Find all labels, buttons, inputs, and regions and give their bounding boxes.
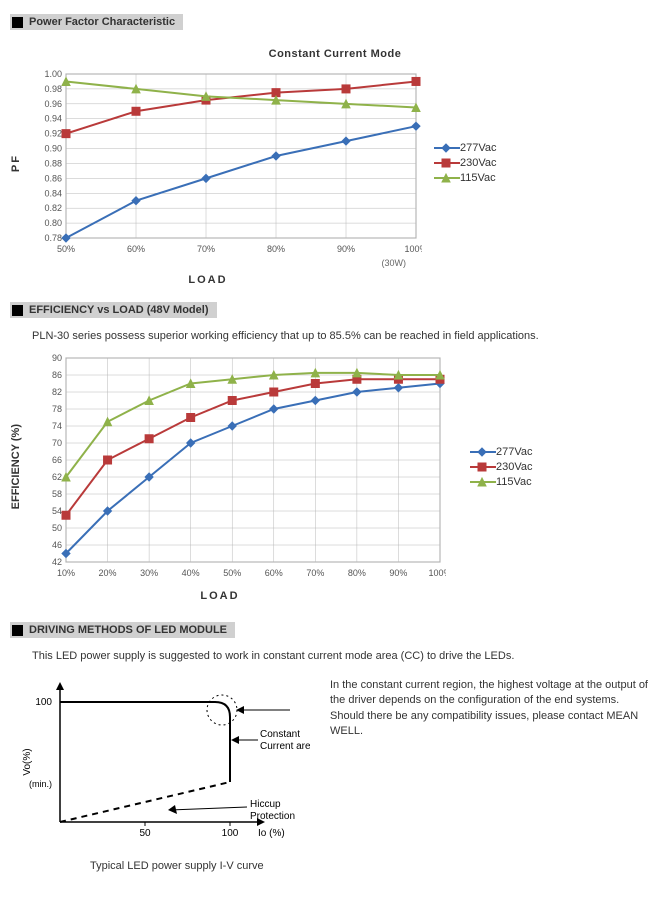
- iv-caption: Typical LED power supply I-V curve: [90, 860, 660, 872]
- svg-text:Vo(%): Vo(%): [22, 748, 33, 775]
- svg-text:70: 70: [52, 438, 62, 448]
- svg-text:80%: 80%: [348, 568, 366, 578]
- svg-text:0.84: 0.84: [44, 188, 62, 198]
- section-1-title: Power Factor Characteristic: [29, 16, 175, 28]
- legend-label: 230Vac: [496, 461, 533, 473]
- svg-text:0.86: 0.86: [44, 173, 62, 183]
- svg-text:90%: 90%: [337, 244, 355, 254]
- svg-text:Current area: Current area: [260, 741, 310, 752]
- iv-note-1: In the constant current region, the high…: [330, 678, 650, 709]
- svg-text:0.88: 0.88: [44, 158, 62, 168]
- chart2-xlabel: LOAD: [10, 590, 430, 602]
- svg-text:82: 82: [52, 387, 62, 397]
- svg-text:(min.): (min.): [29, 779, 52, 789]
- svg-text:50: 50: [139, 828, 151, 839]
- square-bullet-icon: [12, 305, 23, 316]
- svg-text:100: 100: [222, 828, 239, 839]
- iv-note: In the constant current region, the high…: [330, 678, 650, 852]
- legend-label: 277Vac: [496, 446, 533, 458]
- svg-text:50: 50: [52, 523, 62, 533]
- section-3-title: DRIVING METHODS OF LED MODULE: [29, 624, 227, 636]
- pf-chart: 1.00 0.98 0.96 0.94 0.92 0.90 0.88 0.86 0.84 0.82…: [26, 68, 422, 258]
- svg-text:Protection: Protection: [250, 811, 295, 822]
- svg-text:58: 58: [52, 489, 62, 499]
- section-2-header: EFFICIENCY vs LOAD (48V Model): [10, 302, 217, 318]
- svg-text:30%: 30%: [140, 568, 158, 578]
- svg-text:0.80: 0.80: [44, 218, 62, 228]
- svg-text:50%: 50%: [57, 244, 75, 254]
- section-2-title: EFFICIENCY vs LOAD (48V Model): [29, 304, 209, 316]
- svg-text:0.92: 0.92: [44, 129, 62, 139]
- svg-text:100%: 100%: [404, 244, 422, 254]
- svg-text:0.98: 0.98: [44, 84, 62, 94]
- svg-text:Hiccup: Hiccup: [250, 799, 281, 810]
- efficiency-chart: 90 86 82 78 74 70 66 62 58 54 50 46 4210% 20% 30% 40% 50…: [26, 352, 446, 582]
- legend-item: 277Vac: [434, 142, 497, 154]
- svg-text:0.94: 0.94: [44, 114, 62, 124]
- svg-text:40%: 40%: [182, 568, 200, 578]
- svg-text:50%: 50%: [223, 568, 241, 578]
- svg-text:0.78: 0.78: [44, 233, 62, 243]
- svg-text:Constant: Constant: [260, 729, 300, 740]
- chart1-legend: 277Vac 230Vac 115Vac: [434, 139, 497, 187]
- chart2-legend: 277Vac 230Vac 115Vac: [470, 443, 533, 491]
- legend-item: 115Vac: [470, 476, 533, 488]
- svg-text:42: 42: [52, 557, 62, 567]
- section-2-desc: PLN-30 series possess superior working e…: [32, 330, 660, 342]
- section-1-header: Power Factor Characteristic: [10, 14, 183, 30]
- legend-item: 115Vac: [434, 172, 497, 184]
- legend-label: 277Vac: [460, 142, 497, 154]
- chart2-ylabel: EFFICIENCY (%): [10, 424, 22, 509]
- square-bullet-icon: [12, 17, 23, 28]
- chart1-container: PF 1.00 0.98 0.96 0.94 0.92 0.90 0.88 0.86 0.84 0…: [10, 68, 660, 258]
- iv-note-2: Should there be any compatibility issues…: [330, 709, 650, 740]
- svg-text:20%: 20%: [99, 568, 117, 578]
- svg-text:90: 90: [52, 353, 62, 363]
- legend-label: 115Vac: [496, 476, 532, 488]
- legend-item: 230Vac: [434, 157, 497, 169]
- svg-text:60%: 60%: [127, 244, 145, 254]
- svg-text:10%: 10%: [57, 568, 75, 578]
- svg-text:54: 54: [52, 506, 62, 516]
- svg-text:60%: 60%: [265, 568, 283, 578]
- svg-text:74: 74: [52, 421, 62, 431]
- svg-text:80%: 80%: [267, 244, 285, 254]
- iv-curve-diagram: 100 Vo(%) (min.) 50 100 Io (%) ConstantCurrent…: [10, 672, 310, 852]
- svg-text:62: 62: [52, 472, 62, 482]
- svg-text:100: 100: [35, 697, 52, 708]
- svg-text:78: 78: [52, 404, 62, 414]
- square-bullet-icon: [12, 625, 23, 636]
- svg-text:Io (%): Io (%): [258, 828, 285, 839]
- section-3-desc: This LED power supply is suggested to wo…: [32, 650, 660, 662]
- iv-diagram-wrap: 100 Vo(%) (min.) 50 100 Io (%) ConstantCurrent…: [10, 672, 660, 852]
- svg-text:0.82: 0.82: [44, 203, 62, 213]
- svg-text:0.90: 0.90: [44, 144, 62, 154]
- svg-text:66: 66: [52, 455, 62, 465]
- chart1-title: Constant Current Mode: [10, 48, 660, 60]
- chart1-ylabel: PF: [10, 154, 22, 172]
- svg-text:1.00: 1.00: [44, 69, 62, 79]
- chart1-xlabel-sub: (30W): [10, 258, 406, 268]
- svg-text:0.96: 0.96: [44, 99, 62, 109]
- svg-text:100%: 100%: [428, 568, 446, 578]
- svg-text:90%: 90%: [389, 568, 407, 578]
- chart1-xlabel: LOAD: [10, 274, 406, 286]
- section-3-header: DRIVING METHODS OF LED MODULE: [10, 622, 235, 638]
- legend-item: 277Vac: [470, 446, 533, 458]
- svg-text:70%: 70%: [306, 568, 324, 578]
- legend-item: 230Vac: [470, 461, 533, 473]
- svg-text:70%: 70%: [197, 244, 215, 254]
- chart2-container: EFFICIENCY (%) 90 86 82 78 74 70 66 62 58 54 50 46 4…: [10, 352, 660, 582]
- legend-label: 230Vac: [460, 157, 497, 169]
- svg-text:86: 86: [52, 370, 62, 380]
- svg-text:46: 46: [52, 540, 62, 550]
- legend-label: 115Vac: [460, 172, 496, 184]
